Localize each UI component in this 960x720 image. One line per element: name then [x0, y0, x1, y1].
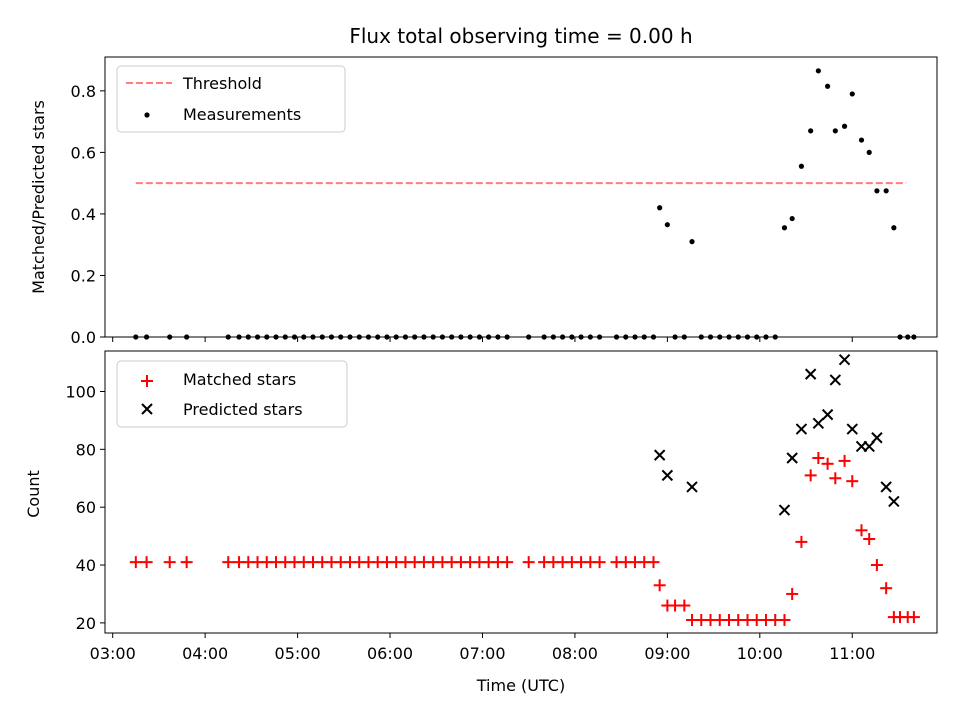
matched-star-point: [593, 556, 606, 569]
matched-star-point: [880, 582, 893, 595]
matched-star-point: [501, 556, 514, 569]
measurement-point: [841, 123, 848, 129]
legend-predicted-label: Predicted stars: [183, 400, 303, 419]
predicted-star-point: [829, 374, 842, 386]
measurement-point: [832, 128, 838, 134]
predicted-star-point: [778, 504, 791, 516]
measurement-point: [781, 225, 788, 231]
matched-star-point: [855, 524, 868, 537]
top-ytick-label: 0.0: [71, 328, 96, 347]
predicted-star-point: [821, 408, 834, 421]
measurement-point: [664, 222, 670, 228]
matched-star-point: [812, 452, 825, 465]
xtick-label: 04:00: [182, 644, 228, 663]
top-ytick-label: 0.4: [71, 205, 96, 224]
xtick-label: 07:00: [459, 644, 505, 663]
predicted-star-point: [812, 417, 825, 430]
matched-star-point: [863, 533, 876, 545]
measurement-point: [891, 225, 897, 231]
predicted-star-point: [786, 452, 798, 464]
measurement-point: [849, 91, 855, 97]
xlabel: Time (UTC): [476, 676, 565, 695]
matched-star-point: [846, 475, 859, 488]
xtick-label: 08:00: [552, 644, 598, 663]
bottom-ylabel: Count: [24, 470, 43, 518]
predicted-star-point: [838, 353, 851, 366]
matched-star-point: [838, 454, 851, 467]
bottom-ytick-label: 80: [76, 440, 96, 459]
top-ylabel: Matched/Predicted stars: [29, 100, 48, 294]
xtick-label: 11:00: [829, 644, 875, 663]
matched-star-point: [795, 535, 808, 548]
chart-title: Flux total observing time = 0.00 h: [349, 24, 692, 48]
legend-threshold-label: Threshold: [182, 74, 262, 93]
matched-star-point: [804, 469, 817, 482]
matched-star-point: [778, 613, 791, 626]
top-legend: Threshold Measurements: [116, 65, 346, 133]
measurement-point: [874, 188, 880, 194]
top-ytick-label: 0.6: [71, 143, 96, 162]
predicted-star-point: [653, 449, 666, 461]
predicted-star-point: [846, 423, 858, 435]
predicted-star-point: [686, 481, 698, 493]
matched-star-point: [222, 556, 235, 569]
measurement-point: [858, 137, 865, 143]
matched-star-point: [522, 556, 535, 569]
xtick-label: 09:00: [644, 644, 690, 663]
xtick-label: 05:00: [275, 644, 321, 663]
top-panel: 0.00.20.40.60.8 Matched/Predicted stars …: [29, 56, 938, 347]
xtick-label: 06:00: [367, 644, 413, 663]
measurement-point: [657, 205, 663, 211]
measurement-point: [798, 163, 805, 169]
legend-matched-marker: [141, 375, 153, 387]
measurement-point: [689, 239, 695, 245]
bottom-ytick-label: 20: [76, 614, 96, 633]
measurement-point: [825, 83, 831, 89]
bottom-ytick-label: 60: [76, 498, 96, 517]
matched-star-point: [140, 556, 153, 569]
predicted-star-point: [880, 481, 892, 493]
matched-star-point: [829, 472, 842, 485]
matched-star-point: [786, 587, 799, 600]
top-ytick-label: 0.2: [71, 266, 96, 285]
matched-star-point: [678, 599, 691, 612]
xtick-label: 03:00: [90, 644, 136, 663]
matched-star-point: [907, 611, 920, 624]
bottom-panel: 20 40 60 80 100 03:00 04:00 05:00 06:00 07:00 08:0…: [24, 350, 938, 695]
bottom-ytick-label: 40: [76, 556, 96, 575]
xtick-label: 10:00: [737, 644, 783, 663]
matched-star-point: [180, 556, 193, 569]
matched-star-point: [129, 556, 142, 569]
predicted-star-point: [661, 469, 674, 482]
legend-measurements-label: Measurements: [183, 105, 301, 124]
predicted-star-point: [795, 423, 808, 435]
matched-star-point: [821, 457, 834, 470]
bottom-plot-frame: [104, 350, 938, 634]
bottom-legend: Matched stars Predicted stars: [116, 360, 348, 428]
legend-matched-label: Matched stars: [183, 370, 296, 389]
measurement-point: [789, 215, 795, 222]
bottom-ytick-label: 100: [65, 382, 96, 401]
matched-star-point: [653, 579, 666, 592]
predicted-star-point: [888, 495, 900, 508]
matched-star-point: [870, 559, 883, 572]
measurement-point: [866, 149, 872, 155]
legend-measurements-marker: [144, 112, 150, 118]
top-plot-frame: [104, 56, 938, 338]
legend-predicted-marker: [141, 403, 153, 415]
measurement-point: [808, 128, 814, 134]
predicted-star-point: [804, 368, 817, 380]
measurement-point: [883, 188, 889, 194]
top-ytick-label: 0.8: [71, 82, 96, 101]
matched-star-point: [647, 556, 660, 569]
measurement-point: [815, 68, 821, 74]
matched-star-point: [163, 556, 176, 569]
predicted-star-point: [871, 432, 883, 444]
